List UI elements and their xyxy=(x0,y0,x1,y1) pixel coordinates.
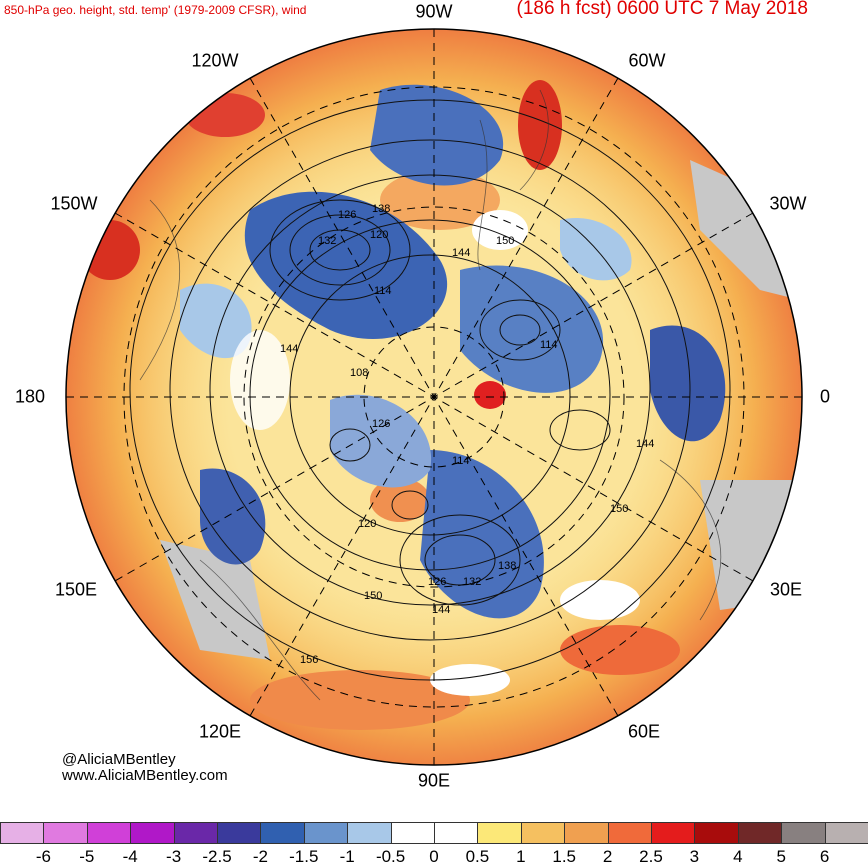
credit-twitter: @AliciaMBentley xyxy=(62,751,176,768)
contour-label: 144 xyxy=(636,438,654,450)
colorbar-tick-label: 0 xyxy=(429,847,439,866)
colorbar-swatch xyxy=(824,822,868,844)
contour-label: 150 xyxy=(610,503,628,515)
colorbar-swatch xyxy=(607,822,652,844)
lon-label-150e: 150E xyxy=(54,579,98,600)
lon-label-90e: 90E xyxy=(417,770,451,791)
colorbar-tick-label: -0.5 xyxy=(375,847,406,866)
polar-map: 126 138 120 132 144 150 114 144 108 114 … xyxy=(65,28,803,766)
colorbar-tick-label: -4 xyxy=(122,847,138,866)
lon-label-120e: 120E xyxy=(198,721,242,742)
contour-label: 114 xyxy=(452,455,470,467)
colorbar-swatch xyxy=(260,822,305,844)
colorbar-swatch xyxy=(390,822,435,844)
contour-label: 132 xyxy=(318,235,336,247)
contour-label: 114 xyxy=(540,339,558,351)
colorbar-swatch xyxy=(434,822,479,844)
colorbar-swatch xyxy=(651,822,696,844)
contour-label: 138 xyxy=(372,203,390,215)
lon-label-180: 180 xyxy=(14,386,46,407)
contour-label: 120 xyxy=(358,518,376,530)
colorbar: -6 -5 -4 -3 -2.5 -2 -1.5 -1 -0.5 0 0.5 1 1.5 2 2.5 3 4 5 6 xyxy=(0,822,868,866)
colorbar-tick-label: -5 xyxy=(79,847,95,866)
colorbar-swatch xyxy=(564,822,609,844)
contour-label: 108 xyxy=(350,367,368,379)
contour-label: 126 xyxy=(338,209,356,221)
contour-labels: 126 138 120 132 144 150 114 144 108 114 … xyxy=(280,203,654,666)
lon-label-150w: 150W xyxy=(50,193,98,214)
contour-label: 150 xyxy=(496,235,514,247)
lon-label-0: 0 xyxy=(819,386,831,407)
contour-label: 138 xyxy=(498,560,516,572)
colorbar-swatch xyxy=(303,822,349,844)
colorbar-tick-label: 2.5 xyxy=(639,847,663,866)
contour-label: 144 xyxy=(432,604,450,616)
colorbar-tick-label: 0.5 xyxy=(465,847,490,866)
colorbar-tick-label: -1 xyxy=(339,847,355,866)
contour-label: 144 xyxy=(452,247,470,259)
contour-label: 144 xyxy=(280,343,298,355)
colorbar-swatch xyxy=(694,822,739,844)
colorbar-tick-label: 4 xyxy=(733,847,743,866)
colorbar-tick-label: 6 xyxy=(819,847,830,866)
lon-label-90w: 90W xyxy=(415,1,453,22)
colorbar-tick-label: -3 xyxy=(166,847,182,866)
colorbar-swatch xyxy=(130,822,175,844)
map-title-left: 850-hPa geo. height, std. temp' (1979-20… xyxy=(4,3,307,17)
colorbar-tick-label: -6 xyxy=(35,847,51,866)
map-title-right: (186 h fcst) 0600 UTC 7 May 2018 xyxy=(516,0,808,19)
lon-label-60e: 60E xyxy=(627,721,661,742)
colorbar-tick-label: 2 xyxy=(602,847,613,866)
credit-website: www.AliciaMBentley.com xyxy=(62,767,228,784)
colorbar-tick-label: 5 xyxy=(776,847,786,866)
colorbar-tick-label: -1.5 xyxy=(289,847,319,866)
colorbar-swatch xyxy=(217,822,262,844)
colorbar-swatch xyxy=(86,822,132,844)
colorbar-tick-label: 1.5 xyxy=(552,847,577,866)
lon-label-60w: 60W xyxy=(628,50,666,71)
colorbar-swatch xyxy=(477,822,522,844)
lon-label-120w: 120W xyxy=(191,50,239,71)
lon-label-30w: 30W xyxy=(769,193,807,214)
contour-label: 120 xyxy=(370,229,388,241)
colorbar-swatch xyxy=(347,822,392,844)
contour-label: 156 xyxy=(300,654,318,666)
colorbar-swatch xyxy=(781,822,826,844)
colorbar-swatch xyxy=(0,822,45,844)
anomaly-field xyxy=(66,29,802,765)
contour-label: 132 xyxy=(463,576,481,588)
contour-label: 126 xyxy=(372,418,390,430)
colorbar-tick-label: 3 xyxy=(689,847,700,866)
colorbar-tick-label: -2 xyxy=(252,847,268,866)
contour-label: 114 xyxy=(374,285,392,297)
colorbar-swatch xyxy=(737,822,783,844)
lon-label-30e: 30E xyxy=(769,579,803,600)
colorbar-swatch xyxy=(43,822,88,844)
contour-label: 126 xyxy=(428,576,446,588)
colorbar-swatch xyxy=(520,822,566,844)
contour-label: 150 xyxy=(364,590,382,602)
colorbar-swatch xyxy=(173,822,218,844)
colorbar-tick-label: 1 xyxy=(516,847,526,866)
colorbar-tick-label: -2.5 xyxy=(202,847,232,866)
